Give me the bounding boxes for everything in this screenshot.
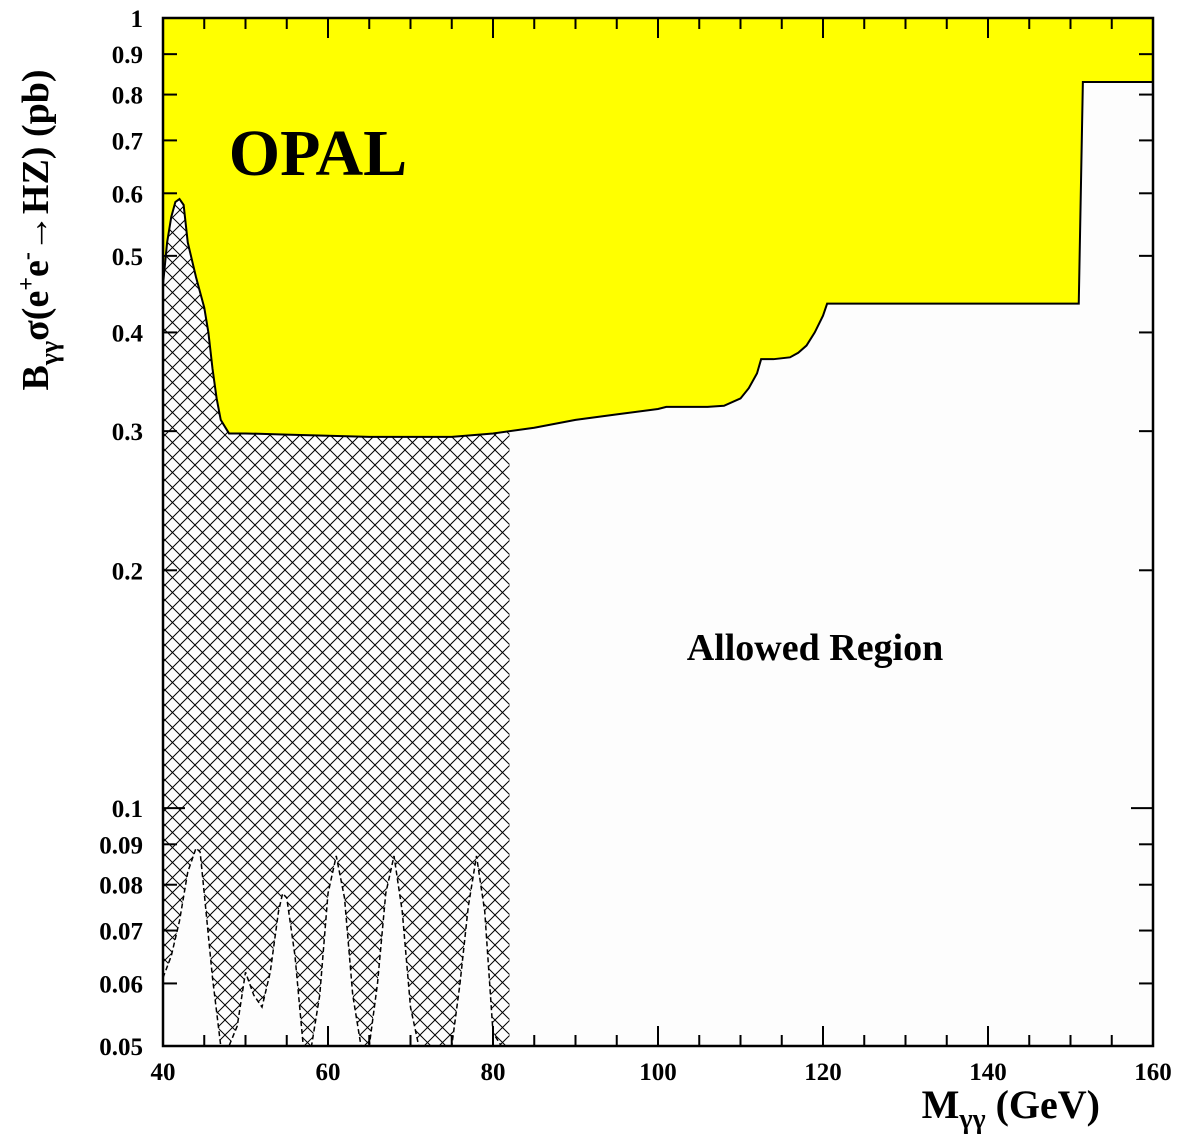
y-tick-label: 1 [131, 6, 144, 33]
x-tick-label: 140 [969, 1059, 1007, 1086]
y-tick-label: 0.8 [112, 83, 143, 110]
x-axis-title: Mγγ (GeV) [922, 1082, 1100, 1135]
allowed-region-label: Allowed Region [687, 627, 944, 669]
y-tick-label: 0.3 [112, 419, 143, 446]
y-tick-label: 0.2 [112, 558, 143, 585]
x-tick-label: 60 [316, 1059, 341, 1086]
observed-limit-line [163, 80, 1153, 438]
y-tick-label: 0.06 [99, 971, 143, 998]
y-tick-label: 0.5 [112, 244, 143, 271]
plot-fills [163, 18, 1153, 1046]
axes [161, 16, 1155, 1048]
y-tick-label: 0.4 [112, 320, 144, 347]
excluded-region-fill [163, 18, 1153, 437]
y-axis-title: Bγγσ(e+e-→HZ) (pb) [14, 69, 64, 390]
hatched-region [163, 199, 510, 1046]
experiment-label: OPAL [229, 117, 407, 190]
x-tick-label: 100 [639, 1059, 677, 1086]
x-tick-label: 160 [1134, 1059, 1172, 1086]
labels: 40 60 80 100 120 140 160 0.05 0.06 0.07 0.08 0.09 0.… [14, 6, 1172, 1135]
y-tick-label: 0.05 [99, 1034, 143, 1061]
y-tick-label: 0.1 [112, 796, 143, 823]
x-tick-label: 80 [481, 1059, 506, 1086]
y-tick-label: 0.08 [99, 873, 143, 900]
y-tick-label: 0.07 [99, 919, 143, 946]
y-tick-label: 0.7 [112, 128, 143, 155]
expected-region-fill [163, 848, 502, 1046]
x-tick-label: 120 [804, 1059, 842, 1086]
plot-lines [163, 80, 1153, 1046]
y-tick-label: 0.9 [112, 42, 143, 69]
y-tick-label: 0.09 [99, 832, 143, 859]
y-tick-label: 0.6 [112, 181, 143, 208]
x-tick-label: 40 [151, 1059, 176, 1086]
